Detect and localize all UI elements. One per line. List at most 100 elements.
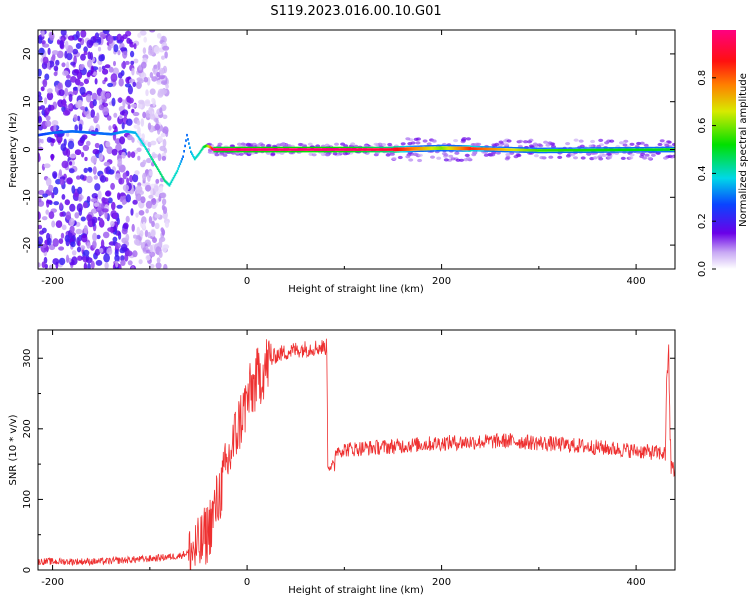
spectrogram-ridge-cell xyxy=(377,148,380,151)
spectrogram-cell xyxy=(151,220,155,228)
spectrogram-ridge-edge xyxy=(472,145,474,147)
spectrogram-ridge-cell xyxy=(171,178,174,182)
spectrogram-ridge-cell xyxy=(114,132,116,135)
spectrogram-cell xyxy=(98,66,102,73)
spectrogram-ridge-edge xyxy=(649,146,651,149)
spectrogram-ridge-edge xyxy=(242,146,245,148)
spectrogram-cell xyxy=(118,114,123,120)
spectrogram-ridge-edge xyxy=(564,151,567,153)
spectrogram-ridge-cell xyxy=(82,130,84,134)
spectrogram-ridge-cell xyxy=(433,146,435,150)
spectrogram-ridge-edge xyxy=(638,147,641,149)
spectrogram-ridge-cell xyxy=(638,148,641,151)
spectrogram-ridge-edge xyxy=(604,147,607,149)
spectrogram-ridge-cell xyxy=(201,147,204,150)
spectrogram-ridge-edge xyxy=(542,152,544,154)
spectrogram-ridge-edge xyxy=(224,146,226,148)
spectrogram-ridge-cell xyxy=(291,148,293,151)
spectrogram-ridge-cell xyxy=(170,180,173,183)
spectrogram-ridge-cell xyxy=(319,148,322,151)
spectrogram-ridge-edge xyxy=(386,146,389,148)
spectrogram-ridge-cell xyxy=(253,148,255,151)
spectrogram-ridge-edge xyxy=(609,151,611,153)
spectrogram-ridge-cell xyxy=(106,132,109,136)
spectrogram-cell xyxy=(122,184,129,192)
spectrogram-ridge-edge xyxy=(645,151,647,153)
spectrogram-cell xyxy=(115,143,122,153)
spectrogram-ridge-edge xyxy=(384,151,387,153)
spectrogram-ridge-edge xyxy=(344,146,347,148)
spectrogram-ridge-edge xyxy=(214,151,217,153)
spectrogram-cell xyxy=(159,145,166,152)
spectrogram-ytick-label: 20 xyxy=(22,48,33,61)
spectrogram-cell xyxy=(159,185,164,193)
spectrogram-ridge-edge xyxy=(620,147,623,149)
spectrogram-ridge-edge xyxy=(605,147,608,149)
spectrogram-ridge-cell xyxy=(589,148,592,152)
spectrogram-ridge-edge xyxy=(373,146,376,148)
spectrogram-ridge-edge xyxy=(247,151,250,153)
spectrogram-cell xyxy=(81,234,88,243)
spectrogram-ridge-edge xyxy=(619,151,622,153)
spectrogram-cell xyxy=(592,156,598,160)
spectrogram-ridge-edge xyxy=(464,145,466,147)
spectrogram-ridge-edge xyxy=(538,147,540,149)
spectrogram-ridge-edge xyxy=(469,150,471,152)
spectrogram-ridge-cell xyxy=(333,148,336,151)
spectrogram-ridge-cell xyxy=(249,148,252,151)
spectrogram-ridge-cell xyxy=(387,148,390,151)
spectrogram-ridge-edge xyxy=(415,150,418,153)
spectrogram-ridge-edge xyxy=(280,146,283,148)
spectrogram-cell xyxy=(48,184,54,192)
spectrogram-cell xyxy=(107,197,113,204)
spectrogram-cell xyxy=(422,139,428,143)
spectrogram-ridge-edge xyxy=(471,150,473,152)
spectrogram-cell xyxy=(490,153,496,157)
spectrogram-ridge-edge xyxy=(238,151,241,153)
colorbar-tick-label: 0.2 xyxy=(697,213,708,229)
spectrogram-ridge-cell xyxy=(412,147,415,151)
spectrogram-ridge-edge xyxy=(650,151,652,153)
spectrogram-ridge-cell xyxy=(533,149,536,152)
spectrogram-cell xyxy=(83,46,88,53)
spectrogram-cell xyxy=(159,67,165,76)
spectrogram-ridge-cell xyxy=(139,138,142,142)
spectrogram-ridge-edge xyxy=(528,147,531,149)
spectrogram-cell xyxy=(164,51,168,59)
spectrogram-ridge-edge xyxy=(368,151,371,153)
spectrogram-cell xyxy=(266,144,271,148)
spectrogram-ridge-cell xyxy=(619,148,622,152)
spectrogram-ridge-cell xyxy=(656,148,659,151)
spectrogram-ridge-edge xyxy=(227,151,230,153)
spectrogram-cell xyxy=(523,140,528,144)
spectrogram-ridge-edge xyxy=(565,147,568,149)
spectrogram-ridge-cell xyxy=(649,148,651,151)
spectrogram-cell xyxy=(141,133,145,140)
spectrogram-cell xyxy=(146,157,152,164)
spectrogram-ridge-edge xyxy=(372,146,375,148)
spectrogram-ridge-edge xyxy=(252,151,254,153)
spectrogram-ridge-edge xyxy=(513,147,516,149)
spectrogram-ridge-cell xyxy=(394,147,396,152)
spectrogram-ridge-edge xyxy=(443,150,446,152)
spectrogram-ridge-edge xyxy=(351,146,354,148)
spectrogram-ridge-cell xyxy=(549,149,552,152)
spectrogram-ridge-edge xyxy=(475,150,478,152)
spectrogram-cell xyxy=(38,262,41,268)
spectrogram-xtick-label: 400 xyxy=(627,276,646,287)
spectrogram-ridge-cell xyxy=(595,148,598,152)
spectrogram-ridge-cell xyxy=(554,149,557,152)
spectrogram-ridge-cell xyxy=(247,148,250,151)
spectrogram-ridge-edge xyxy=(387,151,390,153)
spectrogram-ridge-edge xyxy=(585,147,588,149)
spectrogram-ridge-edge xyxy=(455,145,458,147)
spectrogram-ridge-cell xyxy=(206,144,209,148)
spectrogram-ridge-edge xyxy=(348,151,351,153)
spectrogram-ridge-edge xyxy=(550,147,553,149)
spectrogram-cell xyxy=(251,142,257,146)
spectrogram-ridge-cell xyxy=(155,164,157,167)
spectrogram-ridge-cell xyxy=(579,148,581,152)
spectrogram-ridge-edge xyxy=(492,146,495,148)
spectrogram-ridge-cell xyxy=(124,130,127,133)
spectrogram-ridge-edge xyxy=(554,147,557,149)
